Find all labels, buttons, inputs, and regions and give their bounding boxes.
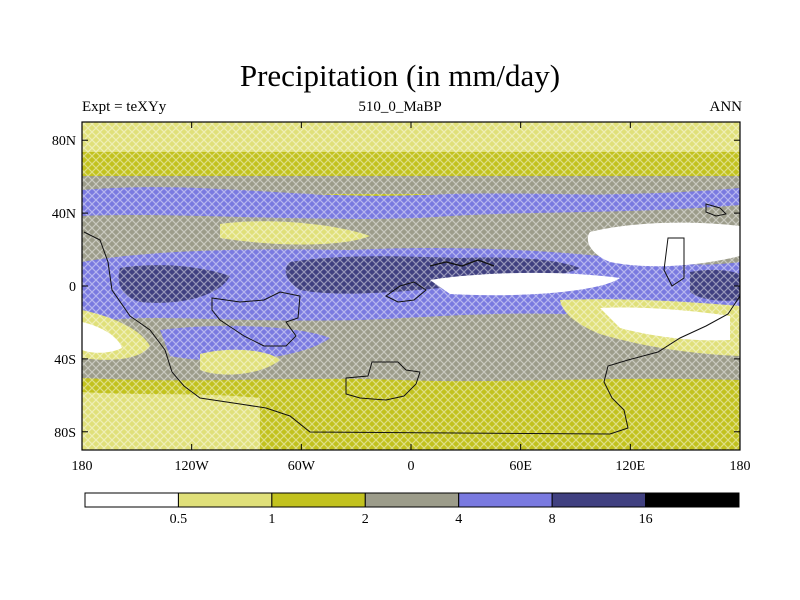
colorbar-swatch: [271, 492, 366, 508]
coastline-north-island: [705, 203, 728, 217]
colorbar-label: 4: [455, 512, 462, 527]
lat-tick-label: 40S: [54, 353, 76, 368]
colorbar-label: 16: [639, 512, 653, 527]
coastline-pangea: [83, 231, 740, 435]
period-label: 510_0_MaBP: [358, 99, 442, 115]
lon-tick-label: 180: [730, 459, 751, 474]
lon-tick-label: 60E: [509, 459, 532, 474]
colorbar-swatch: [177, 492, 273, 508]
experiment-label: Expt = teXYy: [82, 99, 167, 115]
lon-tick-label: 120E: [616, 459, 646, 474]
grid-hatching: [82, 122, 740, 450]
coastline-inner-sea: [211, 291, 301, 347]
colorbar-label: 2: [362, 512, 369, 527]
coastline-east-island: [663, 237, 685, 287]
chart-title: Precipitation (in mm/day): [239, 58, 561, 93]
axis-ticks: 80N 40N 0 40S 80S 180 120W 60W 0 60E 120E 180: [52, 122, 751, 474]
coastline-island: [385, 281, 427, 303]
lon-tick-label: 60W: [288, 459, 316, 474]
lon-tick-label: 0: [408, 459, 415, 474]
colorbar-swatch: [84, 492, 179, 508]
colorbar-label: 8: [549, 512, 556, 527]
colorbar-swatch: [645, 492, 740, 508]
lon-tick-label: 120W: [175, 459, 210, 474]
coastline-inner-lake: [345, 361, 421, 401]
colorbar-label: 0.5: [170, 512, 188, 527]
lat-tick-label: 80S: [54, 426, 76, 441]
contour-fragment: [429, 259, 495, 267]
lon-tick-label: 180: [72, 459, 93, 474]
colorbar-swatch: [458, 492, 553, 508]
colorbar-swatch: [551, 492, 647, 508]
colorbar-label: 1: [268, 512, 275, 527]
lat-tick-label: 0: [69, 280, 76, 295]
map-field: [82, 122, 740, 450]
lat-tick-label: 80N: [52, 134, 76, 149]
colorbar-swatch: [364, 492, 460, 508]
lat-tick-label: 40N: [52, 207, 76, 222]
season-label: ANN: [709, 99, 743, 115]
colorbar: 0.5 1 2 4 8 16: [84, 492, 740, 527]
